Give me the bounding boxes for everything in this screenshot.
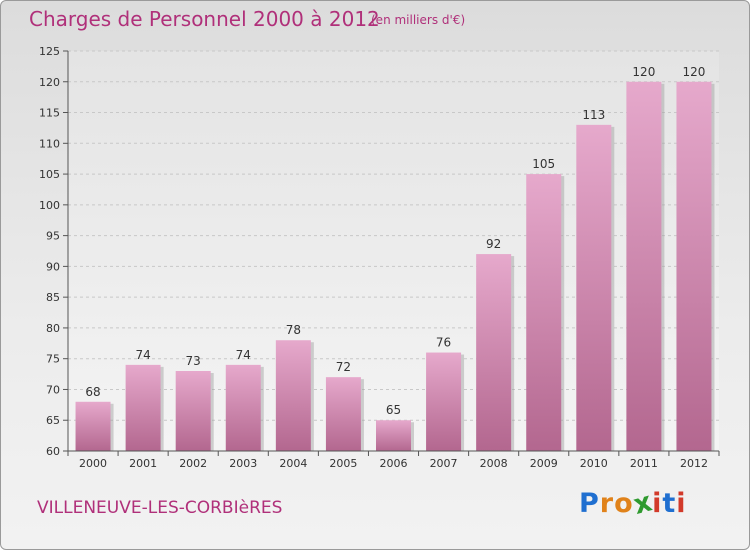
data-label: 74 [135,348,150,362]
data-label: 74 [236,348,251,362]
x-tick-label: 2001 [129,457,157,470]
bar [175,371,211,451]
y-tick-label: 80 [46,322,60,335]
proxiti-logo: Proxiti [579,486,687,521]
x-tick-label: 2002 [179,457,207,470]
data-label: 113 [582,108,605,122]
x-tick-label: 2000 [79,457,107,470]
y-tick-label: 95 [46,230,60,243]
data-label: 120 [683,65,706,79]
bar [376,420,411,451]
logo-letter: o [614,488,634,519]
x-tick-label: 2008 [480,457,508,470]
y-tick-label: 105 [39,168,60,181]
data-label: 65 [386,403,401,417]
y-tick-label: 60 [46,445,60,458]
bar [426,352,462,451]
y-tick-label: 90 [46,260,60,273]
bar [225,364,261,451]
logo-letter: r [599,488,615,519]
y-tick-label: 75 [46,353,60,366]
bar [576,124,612,451]
bar [526,174,562,452]
y-tick-label: 65 [46,414,60,427]
y-tick-label: 70 [46,383,60,396]
y-tick-label: 100 [39,199,60,212]
data-label: 105 [532,157,555,171]
municipality-name: VILLENEUVE-LES-CORBIèRES [37,498,283,518]
plot-area [68,51,719,451]
x-tick-label: 2009 [530,457,558,470]
data-label: 78 [286,323,301,337]
data-label: 68 [85,385,100,399]
x-tick-label: 2006 [380,457,408,470]
bar [75,401,111,451]
y-tick-label: 125 [39,45,60,58]
data-label: 120 [632,65,655,79]
bar [275,340,311,451]
bar [476,254,512,451]
x-tick-label: 2005 [329,457,357,470]
data-label: 73 [186,354,201,368]
bar [125,364,161,451]
x-tick-label: 2010 [580,457,608,470]
data-label: 76 [436,336,451,350]
logo-letter: i [652,488,663,519]
x-tick-label: 2004 [279,457,307,470]
x-tick-label: 2007 [430,457,458,470]
logo-letter: P [579,488,600,519]
logo-letter: i [676,488,687,519]
x-tick-label: 2011 [630,457,658,470]
y-tick-label: 85 [46,291,60,304]
y-tick-label: 115 [39,107,60,120]
bar [325,377,361,451]
logo-letter: t [662,488,677,519]
x-tick-label: 2012 [680,457,708,470]
data-label: 92 [486,237,501,251]
chart-subtitle: (en milliers d'€) [371,13,466,27]
bar [626,81,662,452]
chart-title: Charges de Personnel 2000 à 2012 [29,7,380,31]
data-label: 72 [336,360,351,374]
y-tick-label: 120 [39,76,60,89]
bar [676,81,712,452]
x-tick-label: 2003 [229,457,257,470]
y-tick-label: 110 [39,137,60,150]
